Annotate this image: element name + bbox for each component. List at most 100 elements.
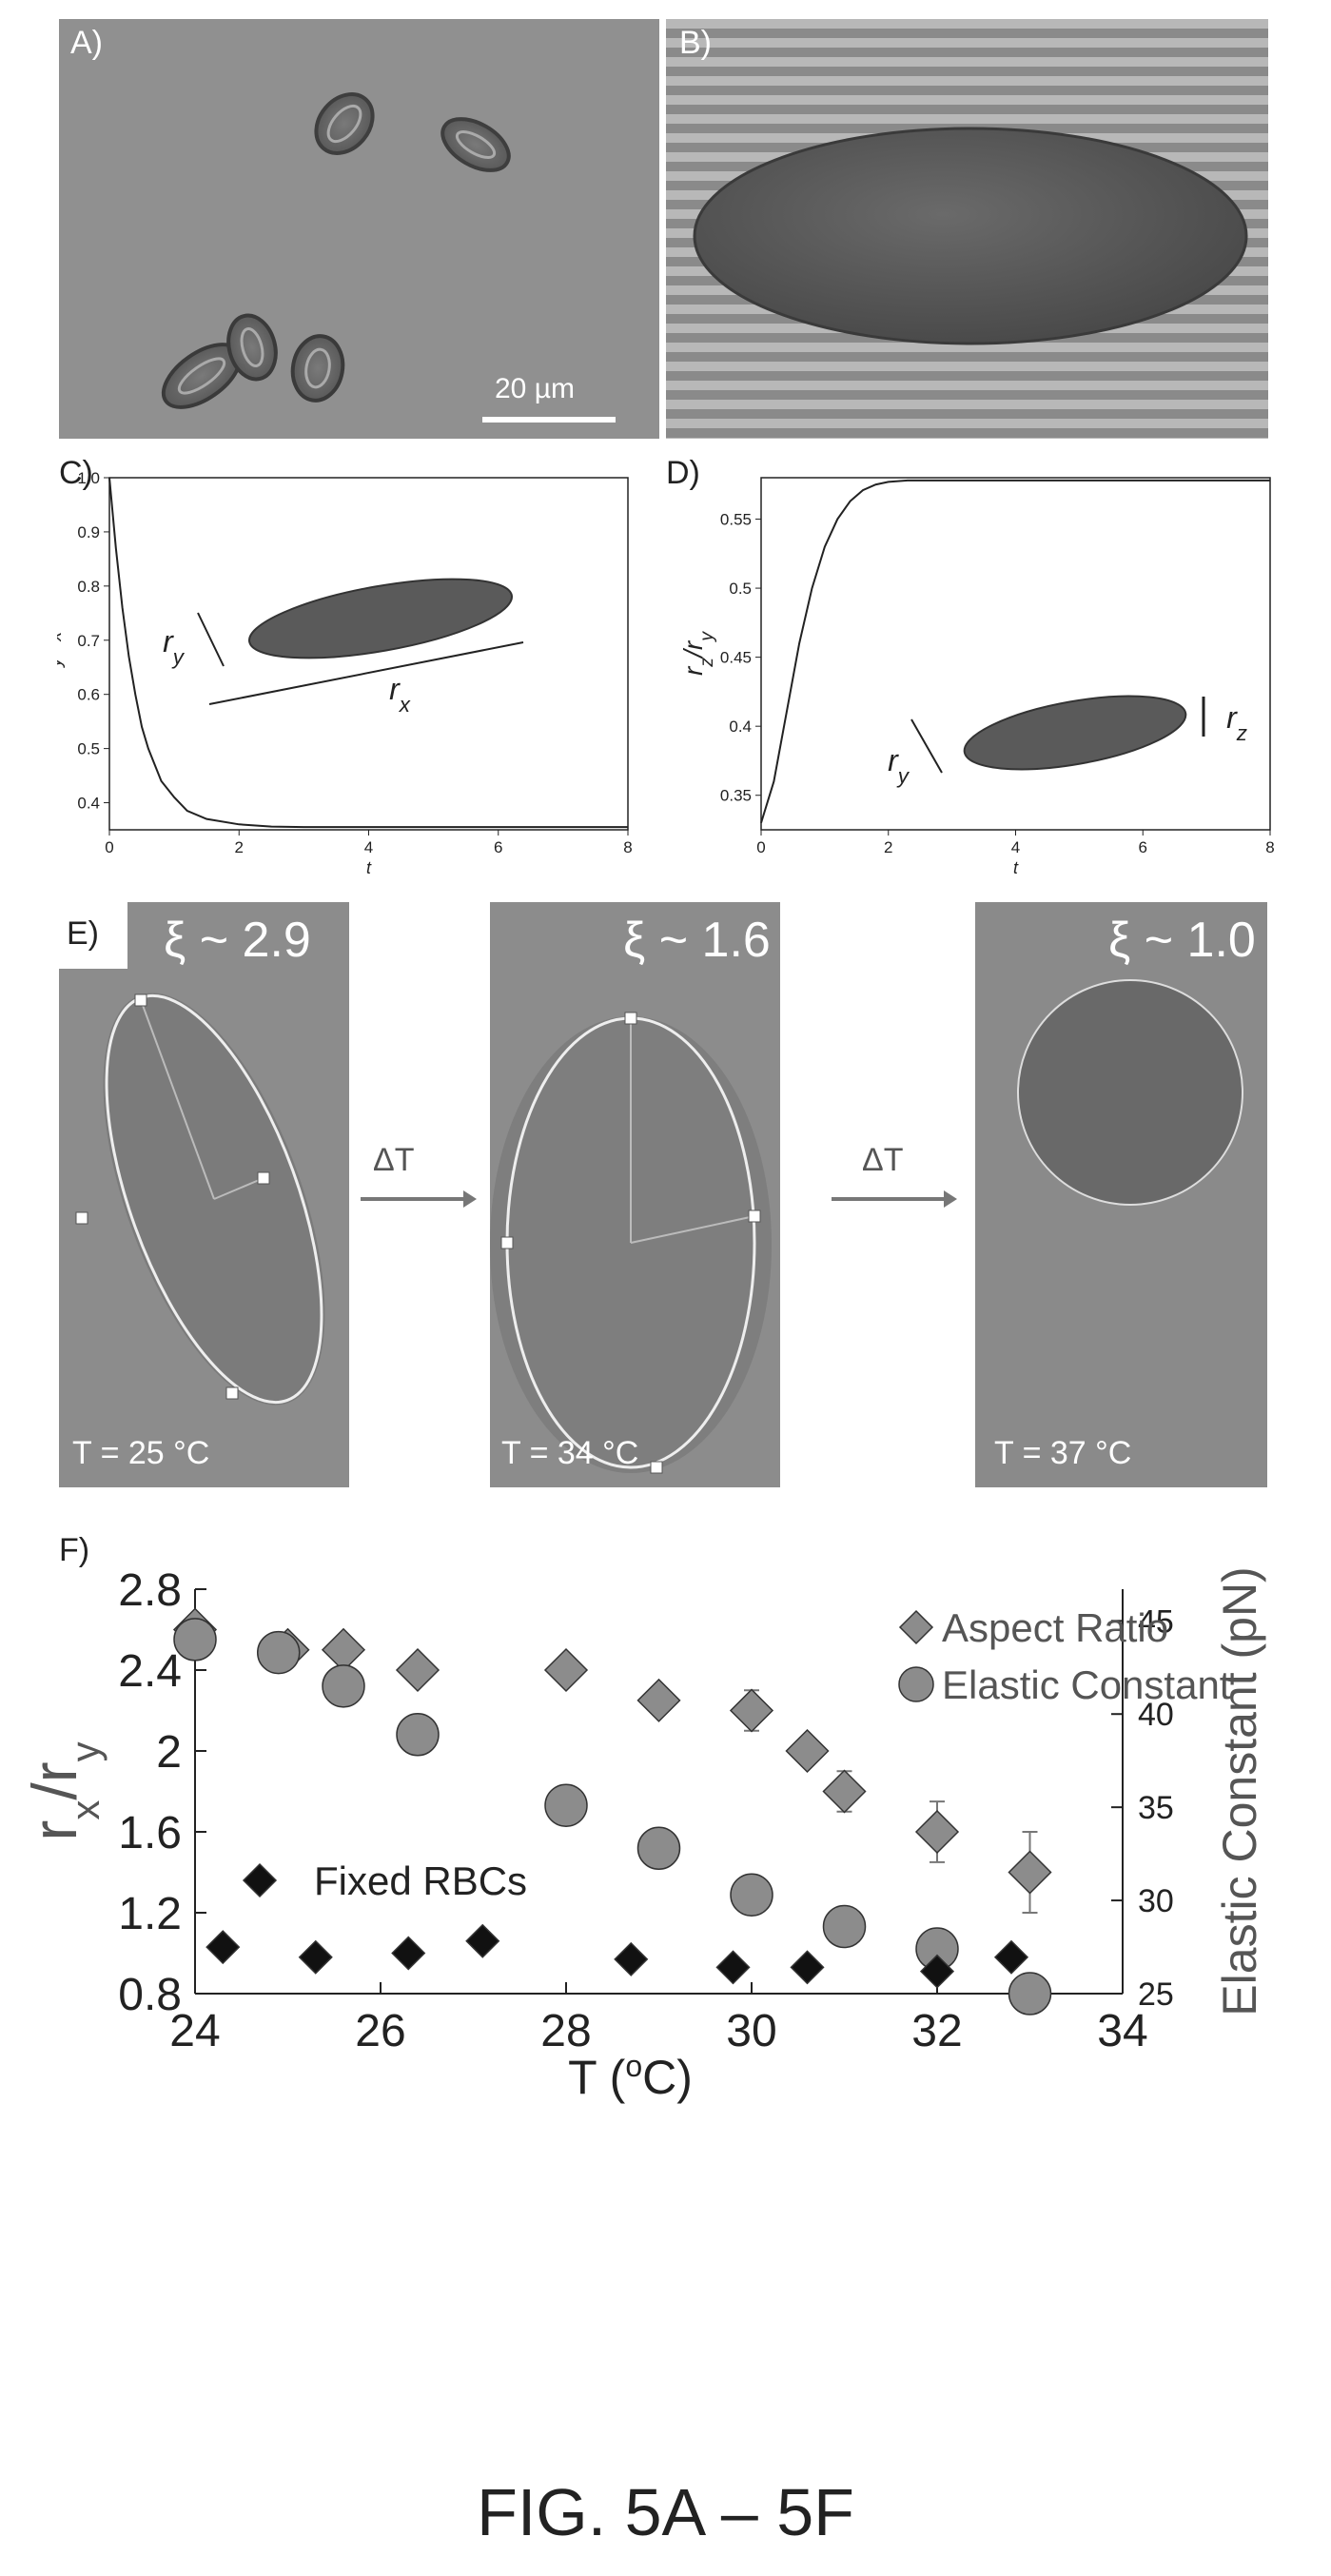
panel-d-chart: 0 2 4 6 8 0.35 0.4 0.45 0.5 0.55 t rz/ry ry rz xyxy=(678,477,1275,877)
rbc-cell xyxy=(440,117,511,172)
handle[interactable] xyxy=(748,1209,761,1223)
legend-marker-fixed-rbcs xyxy=(242,1862,278,1898)
aspect-ratio-point xyxy=(395,1647,440,1693)
inset-label-ry: ry xyxy=(888,743,910,788)
temperature-label-1: T = 25 °C xyxy=(72,1435,210,1471)
y-tick-label: 0.9 xyxy=(77,523,100,541)
elastic-constant-point xyxy=(322,1664,365,1708)
fixed-rbc-point xyxy=(919,1954,955,1989)
aspect-ratio-point xyxy=(785,1728,830,1774)
arrow-icon xyxy=(361,1190,477,1208)
svg-text:rx: rx xyxy=(389,672,411,717)
x-tick-label: 8 xyxy=(623,838,632,856)
dimension-bar xyxy=(910,718,943,774)
panel-b-ellipsoid xyxy=(666,19,1268,439)
temperature-label-2: T = 34 °C xyxy=(501,1435,639,1471)
panel-f-label: F) xyxy=(59,1532,90,1568)
handle[interactable] xyxy=(134,993,147,1007)
aspect-ratio-point xyxy=(1008,1850,1052,1895)
scale-bar xyxy=(482,417,616,423)
scale-bar-label: 20 µm xyxy=(495,373,575,404)
elastic-constant-point xyxy=(396,1713,440,1757)
aspect-ratio-point xyxy=(822,1769,867,1814)
handle[interactable] xyxy=(75,1211,88,1225)
xi-value-2: ξ ~ 1.6 xyxy=(623,913,771,968)
y-tick-label: 1.6 xyxy=(118,1808,182,1858)
figure-caption: FIG. 5A – 5F xyxy=(477,2475,854,2549)
y-tick-label: 0.4 xyxy=(77,795,100,813)
fixed-rbc-point xyxy=(790,1950,825,1985)
y-tick-label: 0.5 xyxy=(729,580,752,598)
inset-label-ry: ry xyxy=(163,624,186,669)
panel-e-label-box xyxy=(59,902,127,969)
inset-label-rx: rx xyxy=(389,672,411,717)
panel-a-micrograph: A) 20 µm xyxy=(59,19,659,439)
y-tick-label: 0.6 xyxy=(77,686,100,704)
y-tick-label: 0.7 xyxy=(77,632,100,650)
fixed-rbc-point xyxy=(206,1930,241,1965)
ellipsoid-shape xyxy=(693,127,1248,345)
xi-value-3: ξ ~ 1.0 xyxy=(1108,913,1256,968)
plot-frame xyxy=(760,477,1271,831)
fixed-rbc-point xyxy=(993,1939,1029,1975)
aspect-ratio-point xyxy=(636,1678,681,1722)
panel-e-label: E) xyxy=(67,915,99,952)
xi-value-1: ξ ~ 2.9 xyxy=(164,913,311,968)
temperature-label-3: T = 37 °C xyxy=(994,1435,1132,1471)
fixed-rbc-point xyxy=(465,1923,500,1958)
y-tick-label: 1.0 xyxy=(77,469,100,487)
handle[interactable] xyxy=(624,1012,637,1025)
dimension-bar xyxy=(197,612,225,667)
svg-text:rz: rz xyxy=(1226,700,1247,745)
panel-b-label: B) xyxy=(679,25,712,61)
x-tick-label: 34 xyxy=(1097,2006,1147,2056)
y-axis-label: rx/ry xyxy=(19,1741,108,1840)
rbc-cell xyxy=(226,313,278,382)
y2-tick-label: 25 xyxy=(1138,1976,1174,2013)
x-axis-label: T (oC) xyxy=(568,2049,693,2104)
panel-d-label: D) xyxy=(666,455,700,491)
fixed-rbc-point xyxy=(715,1950,751,1985)
y2-tick-label: 40 xyxy=(1138,1697,1174,1733)
legend-label-elastic-constant: Elastic Constant xyxy=(942,1662,1231,1707)
x-tick-label: 4 xyxy=(1011,838,1020,856)
elastic-constant-point xyxy=(636,1826,681,1870)
y-tick-label: 0.8 xyxy=(77,578,100,596)
elastic-constant-point xyxy=(173,1618,217,1662)
elastic-constant-point xyxy=(730,1873,773,1917)
handle[interactable] xyxy=(225,1386,239,1400)
y-tick-label: 2 xyxy=(156,1727,182,1778)
elastic-constant-point xyxy=(544,1783,588,1827)
handle[interactable] xyxy=(500,1236,514,1249)
aspect-ratio-point xyxy=(914,1809,960,1855)
x-tick-label: 2 xyxy=(884,838,892,856)
panel-e-cell-3: ξ ~ 1.0 T = 37 °C xyxy=(975,902,1267,1487)
fit-circle xyxy=(1017,979,1243,1206)
inset-ellipsoid xyxy=(248,578,513,659)
svg-text:ry: ry xyxy=(888,743,910,788)
panel-e-cell-2: ξ ~ 1.6 T = 34 °C xyxy=(490,902,780,1487)
inset-label-rz: rz xyxy=(1226,700,1247,745)
x-tick-label: 28 xyxy=(540,2006,591,2056)
svg-text:rz/ry: rz/ry xyxy=(678,631,717,676)
delta-t-label-2: ΔT xyxy=(862,1142,904,1178)
y-tick-label: 2.4 xyxy=(118,1646,182,1697)
panel-e-cell-1: E) ξ ~ 2.9 T = 25 °C xyxy=(59,902,349,1487)
x-tick-label: 8 xyxy=(1265,838,1274,856)
legend-label-aspect-ratio: Aspect Ratio xyxy=(942,1605,1168,1650)
x-tick-label: 6 xyxy=(494,838,502,856)
panel-a-cells xyxy=(161,92,616,423)
delta-t-label-1: ΔT xyxy=(373,1142,415,1178)
x-tick-label: 30 xyxy=(726,2006,776,2056)
handle[interactable] xyxy=(650,1461,663,1474)
y-tick-label: 0.5 xyxy=(77,740,100,758)
fixed-rbc-point xyxy=(298,1939,333,1975)
panel-c-chart: 0 2 4 6 8 0.4 0.5 0.6 0.7 0.8 0.9 1.0 t ry/rx ry rx xyxy=(57,469,633,877)
y2-tick-label: 35 xyxy=(1138,1790,1174,1826)
handle[interactable] xyxy=(257,1171,270,1185)
svg-text:ry: ry xyxy=(163,624,186,669)
legend-label-fixed-rbcs: Fixed RBCs xyxy=(314,1858,527,1903)
arrow-icon xyxy=(832,1190,957,1208)
y-tick-label: 2.8 xyxy=(118,1565,182,1616)
y-tick-label: 0.55 xyxy=(720,511,752,529)
